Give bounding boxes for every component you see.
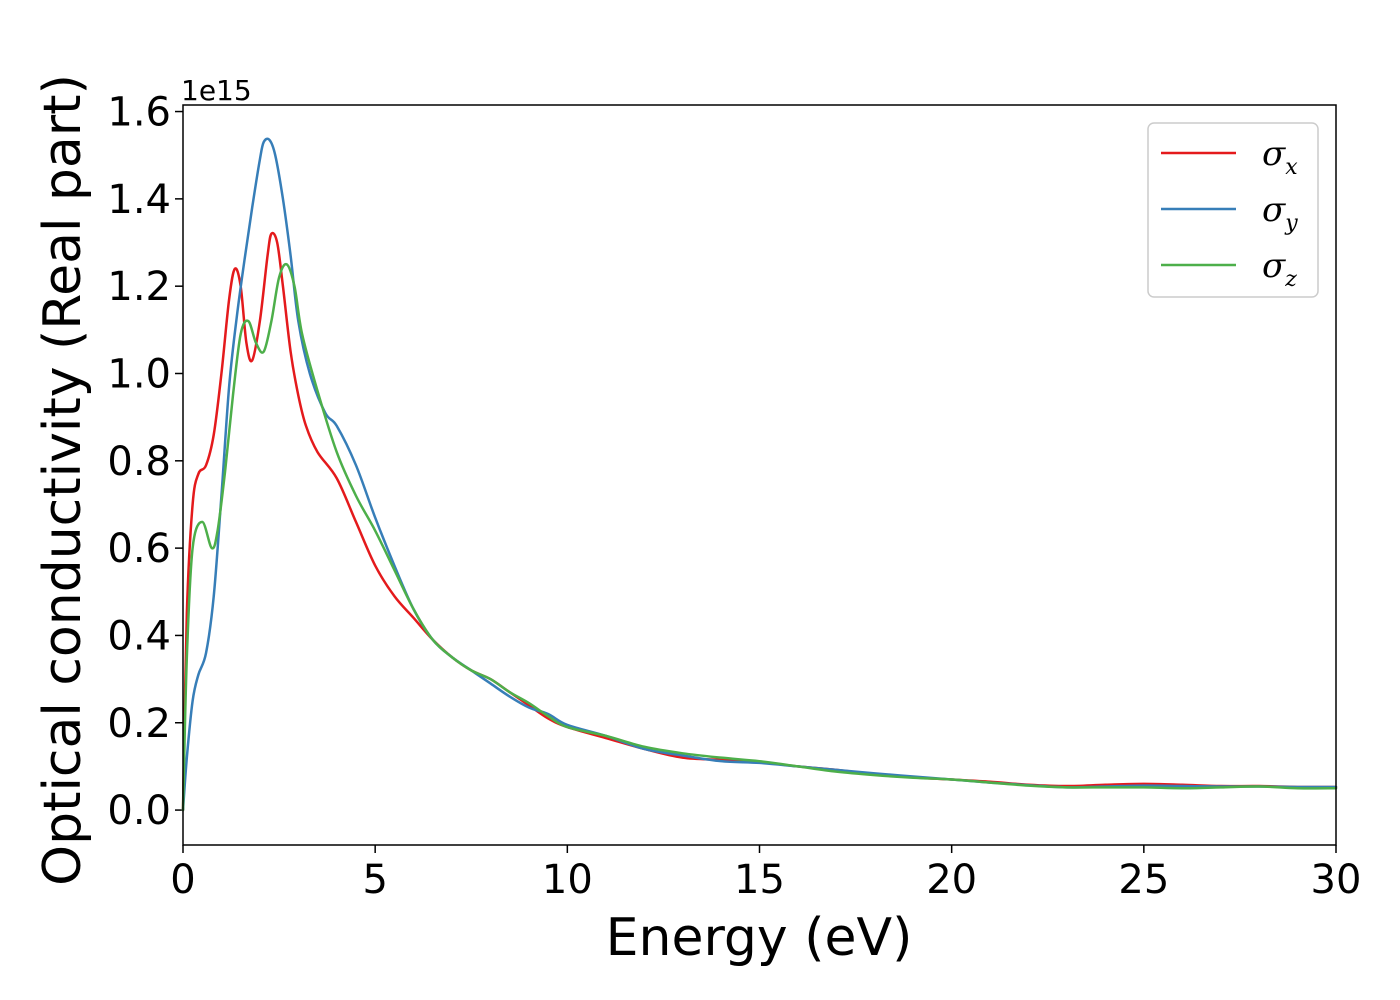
x-axis-ticks: 0 5 10 15 20 25 30 <box>170 845 1361 903</box>
y-tick-label: 0.2 <box>107 701 171 747</box>
y-tick-label: 0.0 <box>107 788 171 834</box>
x-tick-label: 5 <box>362 857 387 903</box>
x-tick-label: 10 <box>542 857 593 903</box>
x-tick-label: 20 <box>926 857 977 903</box>
x-tick-label: 15 <box>734 857 785 903</box>
legend-label-subscript: y <box>1284 211 1298 236</box>
y-tick-label: 0.6 <box>107 526 171 572</box>
y-axis-label: Optical conductivity (Real part) <box>33 74 93 886</box>
y-tick-label: 0.4 <box>107 613 171 659</box>
x-tick-label: 30 <box>1311 857 1362 903</box>
x-tick-label: 0 <box>170 857 195 903</box>
y-tick-label: 1.6 <box>107 90 171 136</box>
x-axis-label: Energy (eV) <box>606 908 913 968</box>
legend-label-symbol: σ <box>1262 190 1286 230</box>
legend-label-symbol: σ <box>1262 134 1286 174</box>
plot-series-group <box>181 137 1338 812</box>
legend-label-subscript: x <box>1285 155 1298 180</box>
legend-label-sigma-x: σx <box>1262 134 1298 180</box>
y-axis-ticks: 0.0 0.2 0.4 0.6 0.8 1.0 1.2 1.4 1.6 <box>107 90 183 834</box>
legend-label-sigma-z: σz <box>1262 246 1297 292</box>
y-axis-offset-label: 1e15 <box>181 74 252 107</box>
legend-label-symbol: σ <box>1262 246 1286 286</box>
y-tick-label: 1.4 <box>107 177 171 223</box>
legend-label-subscript: z <box>1284 267 1297 292</box>
series-line-sigma-x <box>181 231 1338 812</box>
x-tick-label: 25 <box>1118 857 1169 903</box>
legend-label-sigma-y: σy <box>1262 190 1298 236</box>
y-tick-label: 0.8 <box>107 439 171 485</box>
y-tick-label: 1.2 <box>107 264 171 310</box>
plot-frame <box>182 104 1337 846</box>
series-line-sigma-z <box>181 262 1338 812</box>
y-tick-label: 1.0 <box>107 351 171 397</box>
